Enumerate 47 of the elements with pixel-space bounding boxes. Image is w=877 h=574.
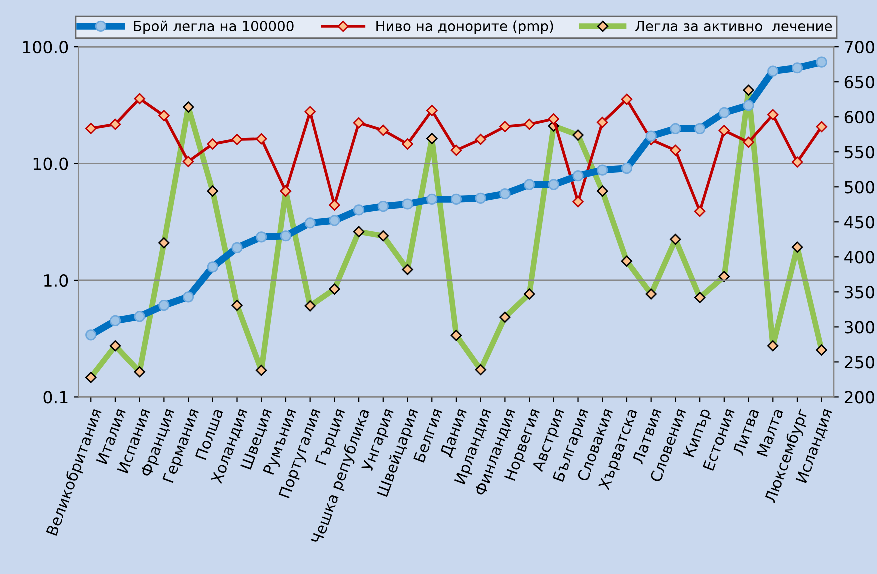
legend-label: Ниво на донорите (pmp) — [376, 20, 554, 34]
point — [207, 138, 219, 150]
y2-tick-label: 500 — [845, 181, 874, 194]
y2-tick-label: 450 — [844, 216, 874, 229]
y2-tick-label: 600 — [844, 111, 874, 124]
point — [718, 125, 730, 136]
y2-tick-label: 200 — [844, 391, 874, 404]
legend-label: Брой легла на 100000 — [134, 20, 294, 34]
point — [743, 136, 754, 148]
y2-tick-label: 650 — [844, 76, 874, 89]
y2-tick-label: 300 — [845, 321, 874, 334]
y2-tick-label: 350 — [845, 286, 874, 299]
point — [694, 206, 706, 218]
y2-tick-label: 250 — [844, 356, 874, 369]
point — [304, 106, 316, 118]
point — [86, 123, 97, 134]
point — [134, 93, 146, 104]
point — [500, 121, 511, 133]
y-tick-label: 1.0 — [44, 274, 68, 288]
point — [670, 144, 682, 156]
y-tick-label: 10.0 — [34, 158, 68, 170]
point — [426, 105, 438, 116]
point — [256, 133, 268, 145]
y2-tick-label: 550 — [845, 146, 874, 159]
point — [768, 109, 779, 121]
point — [158, 110, 170, 122]
point — [353, 118, 365, 129]
point — [329, 200, 340, 211]
point — [816, 121, 828, 133]
point — [378, 124, 390, 136]
point — [792, 156, 804, 168]
point — [475, 134, 486, 146]
point — [621, 94, 633, 106]
point — [524, 118, 536, 130]
point — [572, 196, 584, 208]
legend-label: Легла за активно лечение — [636, 21, 832, 32]
y-tick-label: 0.1 — [44, 391, 68, 404]
y2-tick-label: 400 — [844, 251, 874, 264]
point — [232, 134, 243, 146]
point — [450, 144, 462, 156]
point — [110, 118, 122, 130]
y-tick-label: 100.0 — [23, 41, 68, 54]
point — [182, 156, 194, 168]
point — [548, 114, 560, 125]
point — [597, 117, 608, 128]
y2-tick-label: 700 — [845, 41, 874, 54]
point — [402, 138, 414, 150]
